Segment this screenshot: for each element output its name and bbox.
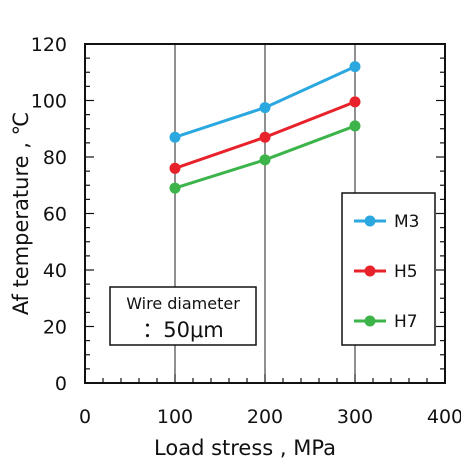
legend: M3 H5 H7 [341,192,436,346]
x-tick-label: 100 [157,406,193,428]
y-axis-title: Af temperature , ℃ [9,112,33,315]
data-point-h7 [349,120,361,132]
data-point-m3 [259,102,271,114]
y-tick-label: 100 [31,91,67,113]
annotation-line-1: Wire diameter [126,294,240,313]
data-point-h5 [349,96,361,108]
y-tick-label: 80 [43,147,67,169]
annotation-box: Wire diameter ：50μm [109,286,257,346]
y-tick-label: 20 [43,317,67,339]
data-point-m3 [349,61,361,73]
data-point-m3 [169,131,181,143]
annotation-frame [109,286,257,346]
legend-label-m3: M3 [394,212,419,232]
data-point-h7 [169,182,181,194]
x-axis-title: Load stress , MPa [154,436,336,460]
x-tick-label: 0 [79,406,91,428]
data-point-h5 [169,162,181,174]
y-tick-label: 120 [31,34,67,56]
series-layer [169,61,361,194]
y-tick-label: 60 [43,204,67,226]
y-tick-label: 40 [43,260,67,282]
y-tick-labels: 0 20 40 60 80 100 120 [31,34,67,395]
x-tick-labels: 0 100 200 300 400 [79,406,461,428]
data-point-h5 [259,131,271,143]
legend-label-h7: H7 [394,312,418,332]
legend-label-h5: H5 [394,262,418,282]
plot-frame [84,43,446,384]
legend-marker-m3 [364,215,376,227]
legend-marker-h5 [364,265,376,277]
x-tick-label: 200 [247,406,283,428]
y-tick-label: 0 [55,373,67,395]
legend-items: M3 H5 H7 [354,212,419,332]
data-point-h7 [259,154,271,166]
annotation-line-2: ：50μm [142,318,224,342]
x-tick-label: 300 [337,406,373,428]
x-tick-label: 400 [427,406,461,428]
legend-marker-h7 [364,315,376,327]
